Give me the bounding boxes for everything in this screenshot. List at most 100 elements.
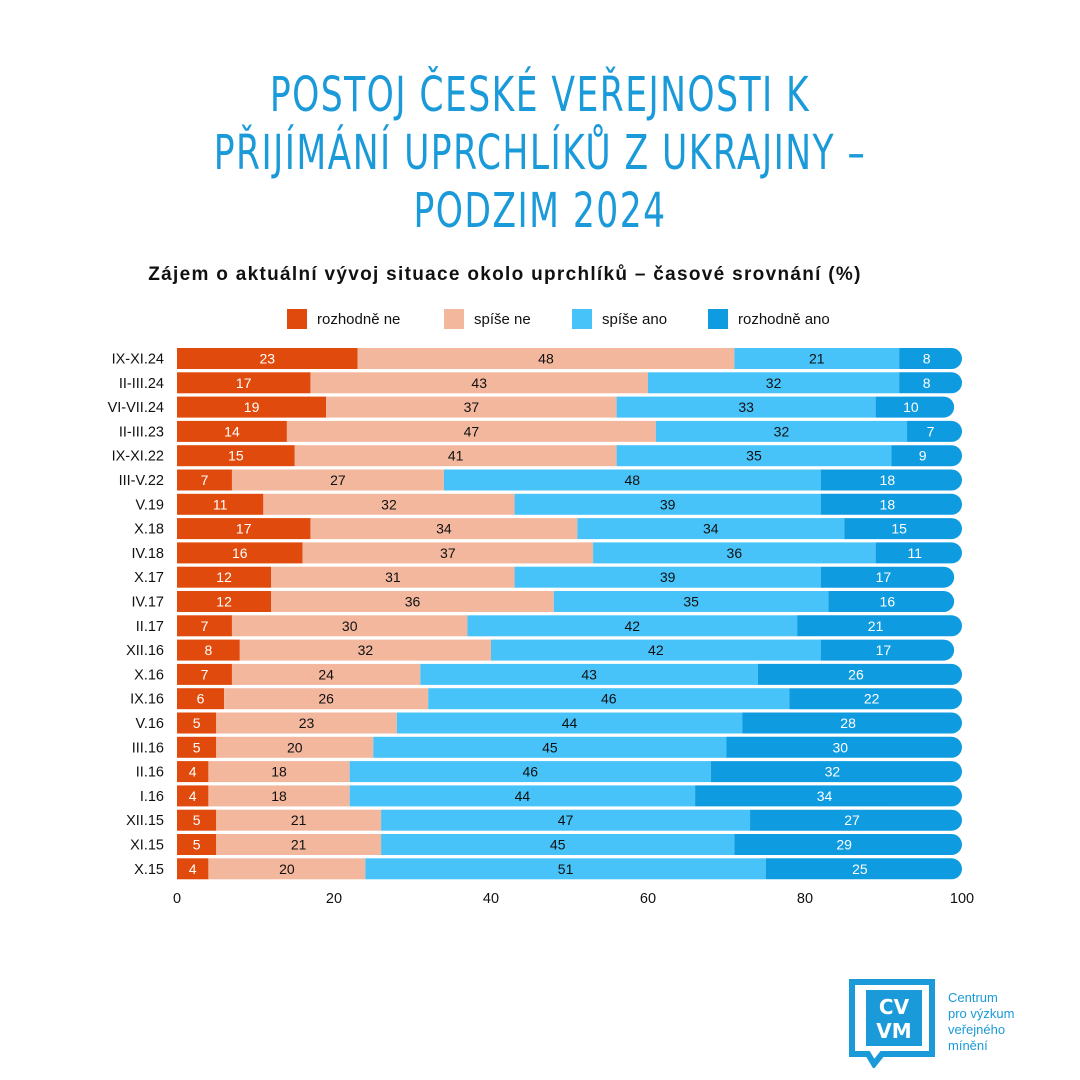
bar-segment	[757, 663, 962, 685]
category-label: V.16	[136, 716, 165, 732]
bar-segment	[231, 663, 421, 685]
title-line-2: PŘIJÍMÁNÍ UPRCHLÍKŮ Z UKRAJINY –	[213, 125, 867, 181]
legend-item-spise-ne: spíše ne	[444, 309, 531, 329]
bar-segment	[443, 469, 821, 491]
data-label: 32	[774, 423, 790, 439]
category-label: XII.16	[126, 643, 164, 659]
data-label: 18	[880, 496, 896, 512]
data-label: 32	[766, 375, 782, 391]
category-label: II-III.24	[119, 376, 164, 392]
bar-segment	[271, 591, 554, 612]
bar-segment	[734, 348, 900, 369]
legend-swatch	[444, 309, 464, 329]
category-label: IX.16	[130, 692, 164, 708]
data-label: 8	[923, 351, 931, 367]
bar-segment	[177, 396, 327, 418]
bar-segment	[177, 736, 217, 758]
data-label: 20	[279, 861, 295, 877]
bar-segment	[820, 639, 955, 661]
bar-segment	[695, 785, 962, 807]
category-label: II-III.23	[119, 424, 164, 440]
bar-segment	[577, 518, 845, 540]
category-label: III.16	[132, 740, 164, 756]
bar-segment	[302, 542, 594, 564]
bar-segment	[177, 615, 232, 637]
data-label: 9	[919, 448, 927, 464]
bar-segment	[514, 566, 821, 588]
data-label: 27	[844, 812, 860, 828]
data-label: 34	[703, 521, 719, 537]
bar-segment	[789, 688, 962, 710]
data-label: 26	[848, 666, 864, 682]
bar-segment	[726, 736, 962, 758]
bar-segment	[742, 712, 962, 734]
bar-segment	[891, 445, 962, 467]
data-label: 32	[825, 764, 841, 780]
data-label: 41	[448, 448, 464, 464]
legend-label: spíše ne	[474, 310, 531, 328]
category-label: XII.15	[126, 813, 164, 829]
data-label: 15	[891, 521, 907, 537]
legend-swatch	[572, 309, 592, 329]
bar-segment	[326, 396, 617, 418]
x-tick-label: 80	[797, 891, 813, 907]
bar-segment	[216, 712, 397, 734]
bar-segment	[208, 858, 366, 880]
bar-segment	[231, 469, 444, 491]
data-label: 44	[562, 715, 578, 731]
bar-segment	[177, 591, 272, 612]
bar-segment	[381, 834, 735, 855]
legend-swatch	[708, 309, 728, 329]
data-label: 5	[193, 739, 201, 755]
x-tick-label: 60	[640, 891, 656, 907]
data-label: 33	[738, 399, 754, 415]
data-label: 21	[868, 618, 884, 634]
chart-legend: rozhodně ne spíše ne spíše ano rozhodně …	[0, 309, 1080, 333]
data-label: 43	[581, 666, 597, 682]
bar-segment	[177, 493, 264, 515]
chart-title: Zájem o aktuální vývoj situace okolo upr…	[148, 264, 862, 285]
logo-text-line: veřejného	[948, 1022, 1006, 1037]
bar-segment	[875, 396, 955, 418]
category-label: I.16	[140, 789, 164, 805]
data-label: 16	[880, 594, 896, 610]
data-label: 6	[197, 691, 205, 707]
data-label: 30	[342, 618, 358, 634]
category-label: II.17	[136, 619, 164, 635]
data-label: 23	[299, 715, 315, 731]
bar-segment	[177, 372, 311, 394]
logo-text-line: pro výzkum	[948, 1006, 1015, 1021]
bar-segment	[365, 858, 766, 880]
bar-segment	[381, 809, 751, 831]
bar-segment	[177, 834, 217, 855]
data-label: 22	[864, 691, 880, 707]
logo-glyph-bottom: VM	[876, 1019, 911, 1043]
data-label: 45	[542, 739, 558, 755]
category-label: III-V.22	[119, 473, 164, 489]
bar-segment	[310, 518, 578, 540]
bar-segment	[216, 834, 382, 855]
data-label: 47	[558, 812, 574, 828]
legend-item-rozhodne-ne: rozhodně ne	[287, 309, 400, 329]
category-label: X.18	[134, 522, 164, 538]
bar-segment	[177, 712, 217, 734]
bar-segment	[648, 372, 900, 394]
bar-segment	[177, 518, 311, 540]
data-label: 21	[809, 351, 825, 367]
bar-segment	[177, 566, 272, 588]
legend-swatch	[287, 309, 307, 329]
logo-text-line: mínění	[948, 1038, 988, 1053]
bar-segment	[428, 688, 790, 710]
bar-segment	[396, 712, 743, 734]
bar-segment	[820, 566, 955, 588]
bar-segment	[177, 785, 209, 807]
data-label: 34	[436, 521, 452, 537]
bar-segment	[310, 372, 648, 394]
bar-segment	[216, 809, 382, 831]
data-label: 23	[259, 351, 275, 367]
bar-segment	[844, 518, 962, 540]
bar-segment	[271, 566, 515, 588]
data-label: 39	[660, 496, 676, 512]
bar-segment	[177, 469, 232, 491]
